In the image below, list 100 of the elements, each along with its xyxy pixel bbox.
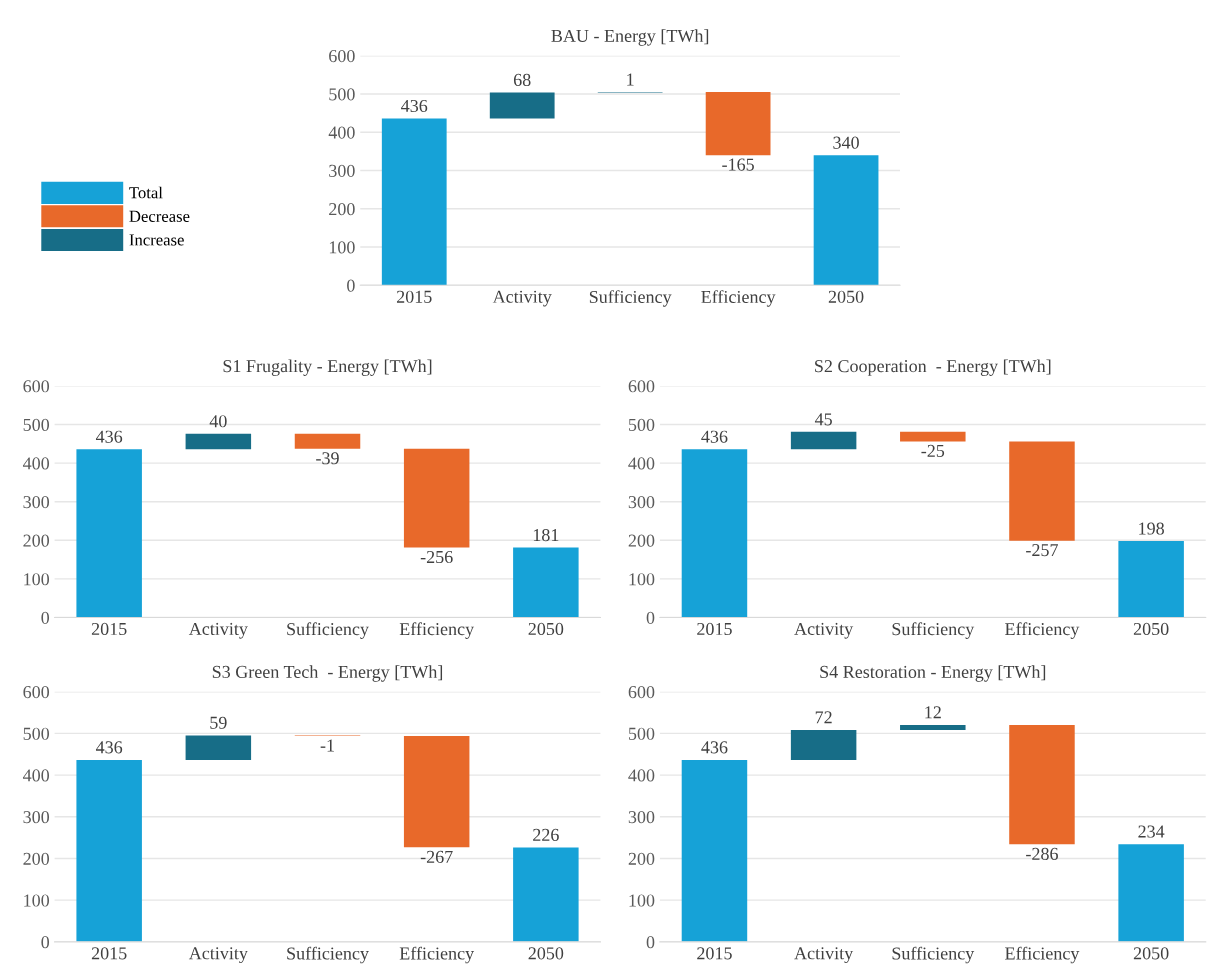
data-label: -256: [420, 550, 453, 564]
bar: [1118, 541, 1184, 618]
x-tick-label: Efficiency: [399, 622, 475, 639]
chart-title: BAU - Energy [TWh]: [551, 29, 709, 46]
y-tick-label: 100: [629, 573, 655, 586]
bar: [790, 730, 857, 761]
x-tick-label: Sufficiency: [589, 290, 672, 307]
y-tick-label: 300: [23, 811, 50, 824]
data-label: -257: [1026, 544, 1058, 557]
y-tick-label: 500: [329, 88, 355, 101]
x-tick-label: 2015: [396, 290, 432, 303]
chart-title: S4 Restoration - Energy [TWh]: [820, 665, 1046, 682]
y-tick-label: 0: [646, 936, 655, 949]
data-label: 436: [95, 430, 123, 443]
bar: [900, 431, 966, 442]
x-tick-label: Sufficiency: [892, 946, 975, 964]
data-label: -25: [921, 444, 945, 457]
data-label: -165: [722, 158, 754, 171]
data-label: -1: [320, 739, 334, 752]
data-label: 436: [95, 741, 123, 754]
y-tick-label: 600: [628, 685, 655, 699]
y-tick-label: 500: [23, 418, 50, 431]
x-tick-label: 2050: [828, 290, 864, 303]
bar: [185, 433, 252, 450]
legend-label: Decrease: [129, 210, 190, 222]
y-tick-label: 100: [329, 241, 355, 254]
bar: [381, 118, 447, 286]
x-tick-label: Activity: [794, 622, 854, 639]
x-tick-label: Efficiency: [1005, 622, 1080, 639]
chart-title: S2 Cooperation - Energy [TWh]: [815, 359, 1051, 376]
data-label: 436: [701, 430, 728, 443]
x-tick-label: Sufficiency: [287, 946, 369, 964]
chart-title: S3 Green Tech - Energy [TWh]: [212, 665, 443, 682]
y-tick-label: 200: [628, 852, 655, 865]
y-tick-label: 100: [24, 894, 50, 907]
data-label: 198: [1139, 522, 1164, 535]
y-tick-label: 400: [628, 769, 655, 782]
bar: [294, 433, 361, 449]
x-tick-label: Activity: [188, 622, 248, 639]
x-tick-label: 2050: [528, 622, 564, 636]
bar: [76, 760, 142, 942]
y-tick-label: 300: [23, 495, 50, 509]
y-tick-label: 600: [23, 685, 50, 699]
data-label: 181: [533, 528, 559, 542]
data-label: 12: [925, 706, 941, 719]
bar: [900, 725, 966, 731]
y-tick-label: 100: [629, 894, 655, 907]
y-tick-label: 400: [22, 769, 50, 782]
bar: [813, 155, 879, 286]
y-tick-label: 200: [628, 534, 655, 547]
x-tick-label: 2015: [697, 947, 732, 960]
chart-title: S1 Frugality - Energy [TWh]: [223, 359, 432, 376]
bar: [1009, 441, 1075, 541]
data-label: 340: [833, 136, 859, 149]
data-label: 1: [627, 73, 634, 86]
data-label: 40: [209, 415, 227, 428]
y-tick-label: 200: [23, 852, 50, 865]
bar: [681, 760, 748, 942]
data-label: 226: [533, 828, 559, 841]
y-tick-label: 300: [628, 811, 655, 824]
y-tick-label: 600: [628, 380, 655, 393]
bar: [681, 449, 748, 618]
bar: [403, 735, 470, 848]
bar: [513, 547, 579, 618]
x-tick-label: Activity: [794, 947, 854, 964]
y-tick-label: 200: [23, 534, 50, 547]
x-tick-label: Efficiency: [399, 946, 475, 964]
y-tick-label: 400: [328, 126, 355, 139]
y-tick-label: 500: [628, 418, 655, 431]
x-tick-label: Activity: [492, 290, 552, 307]
y-tick-label: 200: [329, 203, 355, 216]
bar: [1118, 844, 1184, 942]
y-tick-label: 300: [329, 164, 355, 177]
bar: [1009, 725, 1075, 845]
y-tick-label: 0: [41, 611, 50, 624]
y-tick-label: 400: [628, 457, 655, 470]
data-label: 45: [814, 413, 832, 426]
legend-label: Increase: [129, 234, 184, 246]
x-tick-label: 2050: [1133, 947, 1169, 960]
bar: [513, 847, 579, 942]
x-tick-label: 2050: [1133, 622, 1169, 636]
bar: [790, 431, 857, 450]
x-tick-label: Efficiency: [1005, 946, 1080, 964]
data-label: 436: [401, 99, 428, 113]
x-tick-label: Efficiency: [701, 290, 776, 307]
bar: [185, 735, 252, 761]
y-tick-label: 400: [22, 457, 50, 470]
data-label: -267: [420, 850, 453, 863]
y-tick-label: 600: [23, 380, 50, 393]
y-tick-label: 500: [23, 727, 50, 740]
y-tick-label: 0: [646, 611, 655, 624]
y-tick-label: 100: [24, 573, 50, 586]
y-tick-label: 500: [628, 727, 655, 740]
bar: [705, 92, 771, 156]
x-tick-label: 2050: [528, 947, 564, 960]
data-label: -39: [316, 452, 339, 465]
x-tick-label: Activity: [188, 947, 248, 964]
legend-label: Total: [129, 186, 163, 199]
y-tick-label: 0: [41, 936, 50, 949]
x-tick-label: Sufficiency: [287, 622, 369, 639]
